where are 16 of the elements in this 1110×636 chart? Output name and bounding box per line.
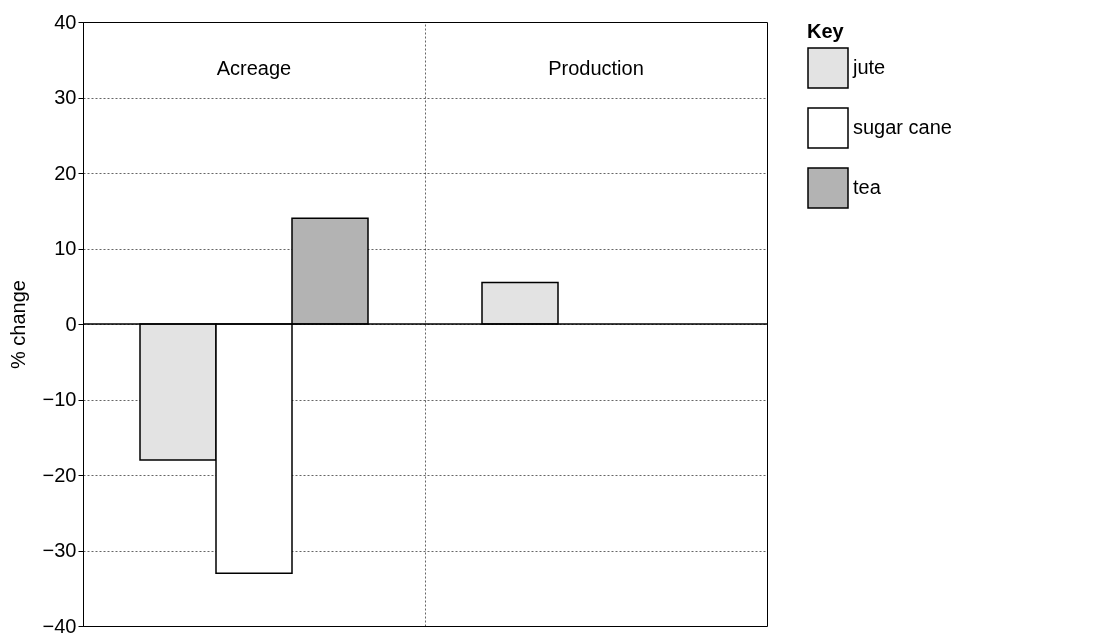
x-tick-label: Production: [548, 56, 644, 79]
legend-title: Key: [807, 20, 845, 42]
y-tick-label: −40: [42, 614, 77, 636]
x-tick-label: Acreage: [216, 56, 292, 79]
y-tick-label: −30: [42, 539, 77, 561]
y-tick-label: 20: [54, 161, 77, 184]
y-tick-label: −10: [42, 388, 77, 410]
legend-label: sugar cane: [853, 116, 952, 138]
legend-label: tea: [853, 176, 882, 198]
y-tick-label: 0: [65, 312, 77, 335]
y-tick-label: 10: [54, 237, 77, 259]
y-tick-label: −20: [42, 463, 77, 486]
y-tick-label: 30: [54, 86, 77, 108]
y-axis-title: % change: [6, 280, 29, 369]
y-tick-label: 40: [54, 10, 77, 33]
legend-label: jute: [852, 56, 886, 78]
